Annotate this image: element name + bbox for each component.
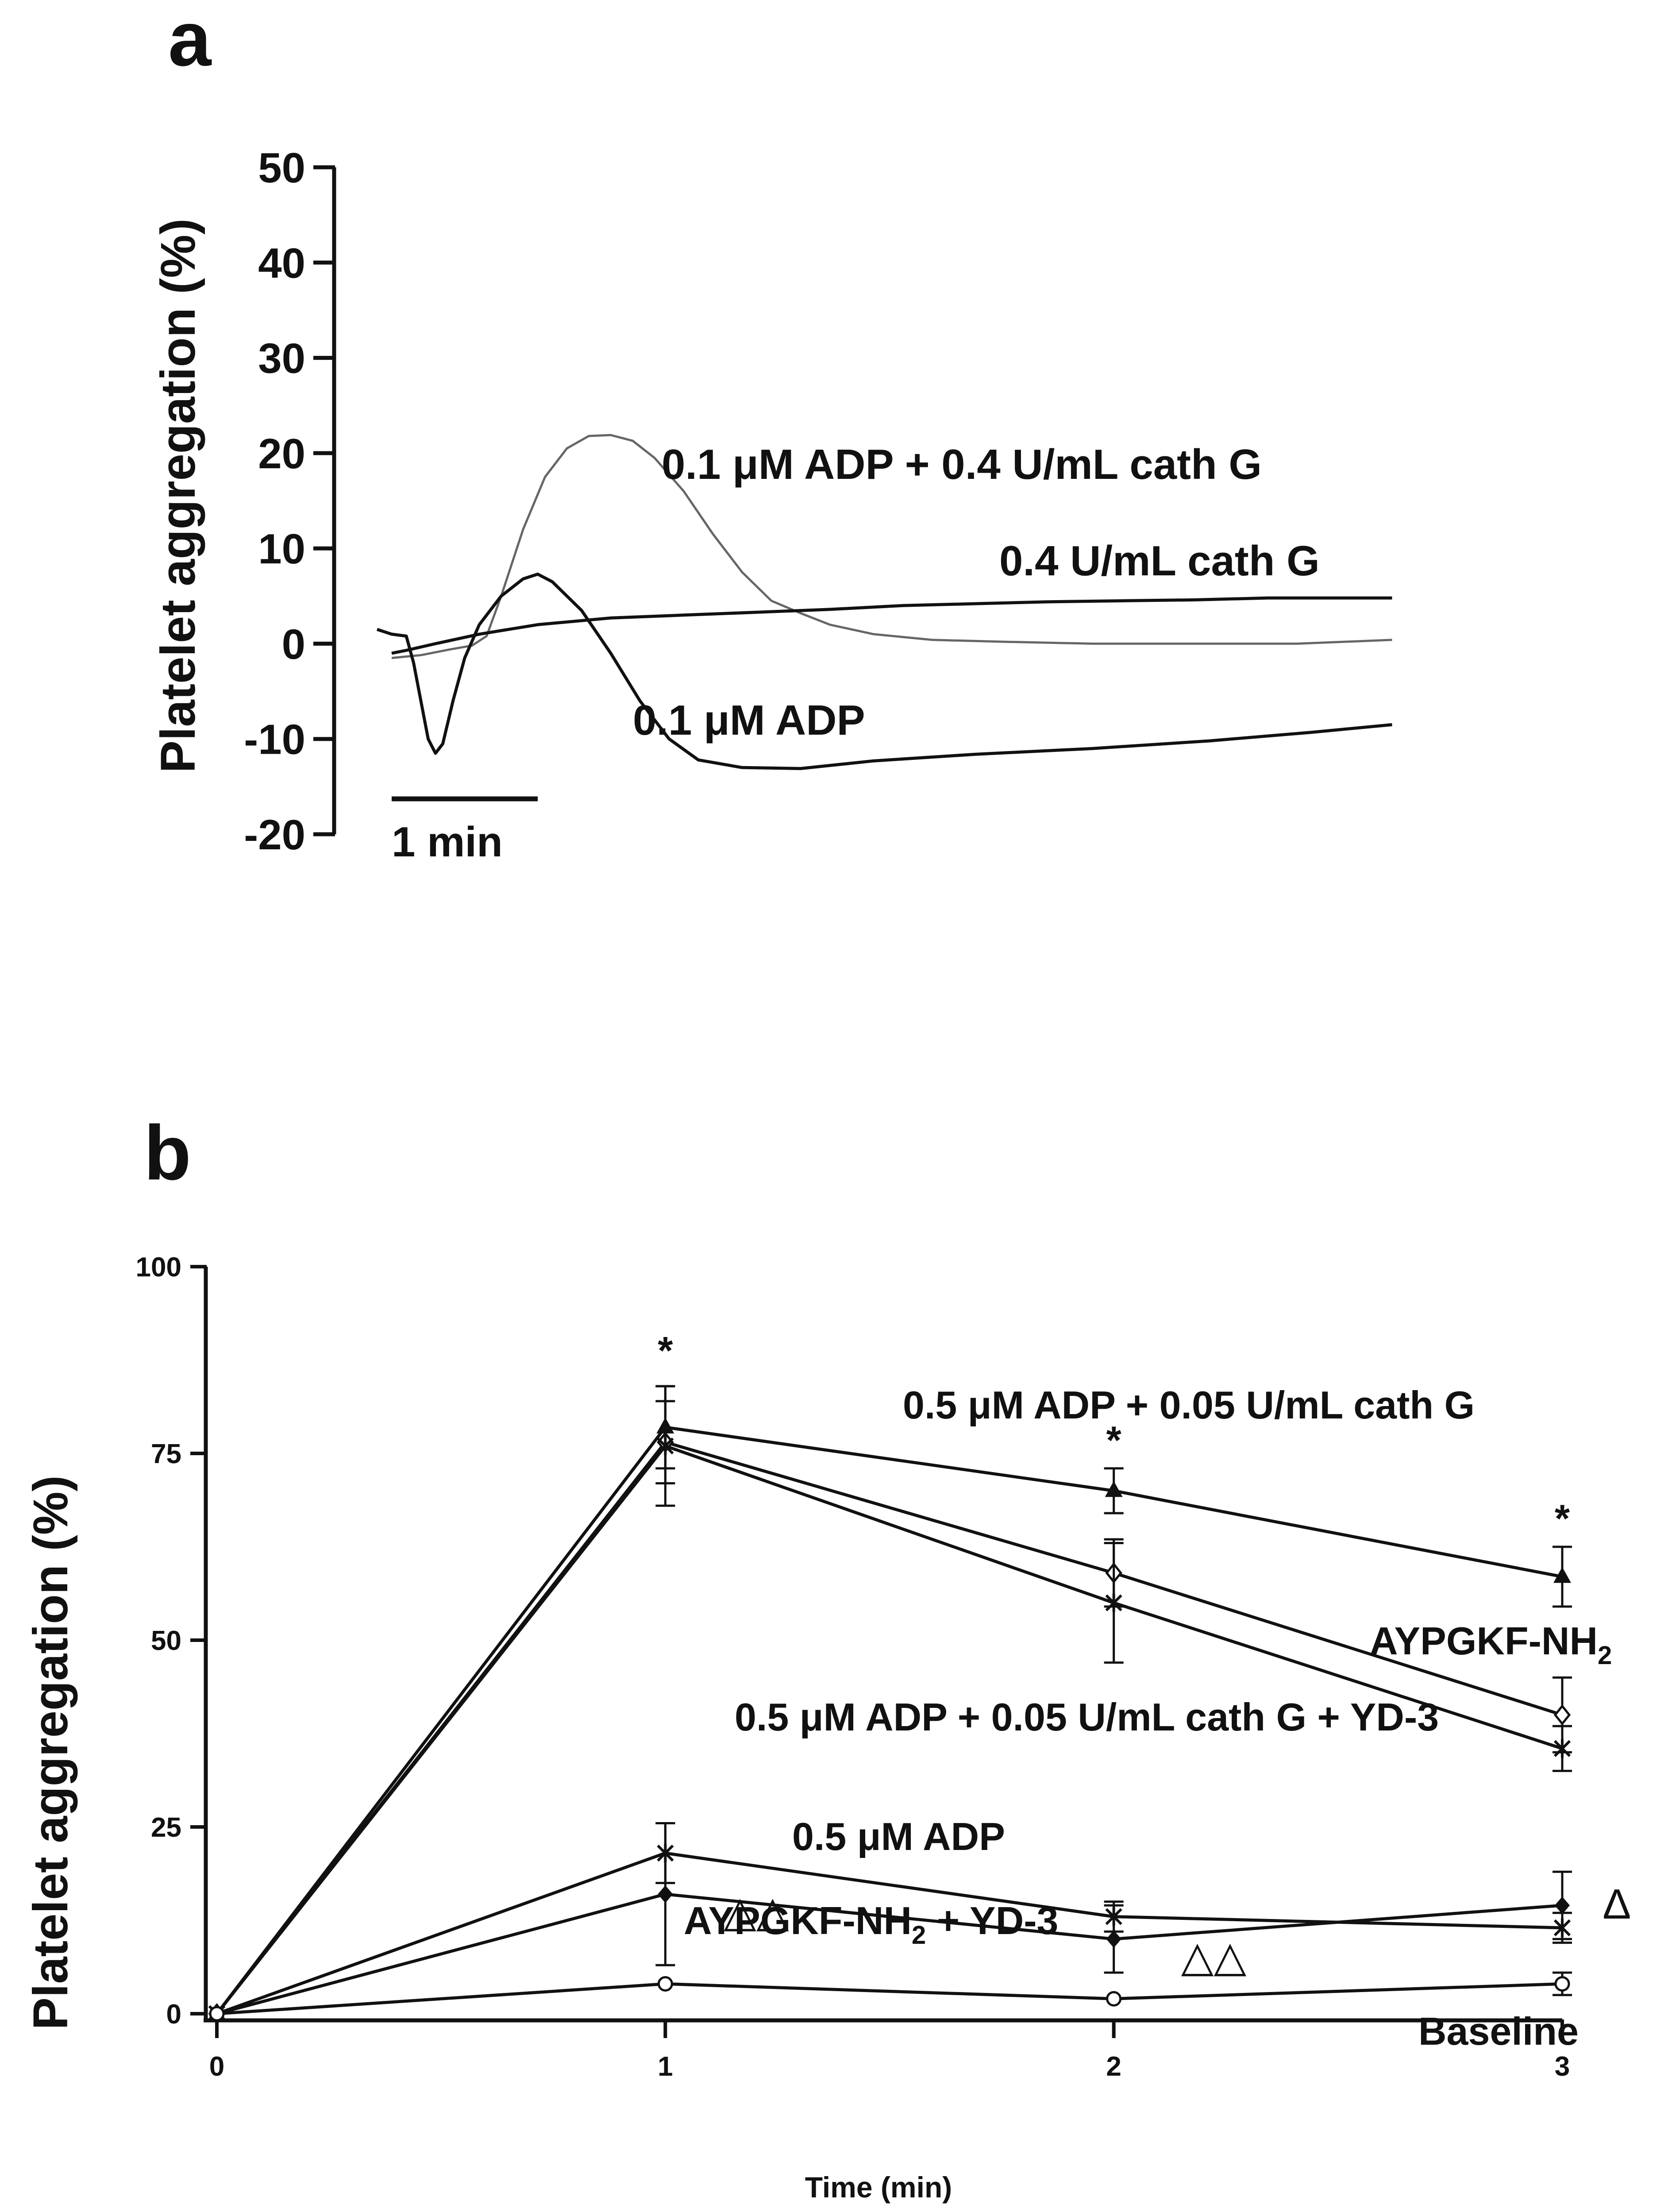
label-aypgkf-yd3-tail: + YD-3	[926, 1899, 1058, 1942]
label-aypgkf-sub: 2	[1598, 1641, 1612, 1670]
trace-cathg	[391, 596, 1392, 655]
label-baseline: Baseline	[1418, 2009, 1579, 2053]
significance-triangle: Δ	[1603, 1881, 1631, 1928]
label-aypgkf-yd3-main: AYPGKF-NH	[684, 1899, 912, 1942]
series-baseline	[209, 1971, 1572, 2022]
panel-a-traces	[376, 434, 1392, 770]
point-adp-cathg	[1553, 1567, 1571, 1583]
significance-star: *	[1555, 1496, 1570, 1540]
point-baseline	[209, 2006, 225, 2022]
label-adp-cathg: 0.5 μM ADP + 0.05 U/mL cath G	[903, 1383, 1475, 1427]
label-adp: 0.5 μM ADP	[792, 1815, 1005, 1858]
panel-a-y-tick-label: 20	[258, 430, 305, 478]
trace-adp	[376, 572, 1392, 770]
panel-b-annotations: * * * △△ △△ Δ	[658, 1328, 1631, 1980]
panel-b-ticks: 0 25 50 75 100 0 1 2 3	[136, 1252, 1570, 2082]
panel-b-x-tick-label: 0	[209, 2051, 224, 2082]
point-baseline	[1106, 1991, 1122, 2007]
panel-b-y-tick-label: 75	[151, 1439, 181, 1469]
point-aypgkf-yd3	[658, 1885, 673, 1903]
trace-label-adp: 0.1 μM ADP	[633, 697, 865, 744]
panel-b-y-tick-label: 50	[151, 1626, 181, 1656]
panel-a-y-tick-label: 10	[258, 525, 305, 573]
panel-b-y-tick-label: 100	[136, 1252, 181, 1283]
point-baseline	[1554, 1976, 1570, 1992]
panel-b-y-axis-label: Platelet aggregation (%)	[23, 1476, 78, 2030]
panel-a-y-axis-label: Platelet aggregation (%)	[151, 219, 205, 773]
series-line-adp-cathg	[216, 1426, 1563, 2015]
significance-triangle: △△	[1181, 1933, 1247, 1980]
label-aypgkf-yd3: AYPGKF-NH2 + YD-3	[684, 1899, 1059, 1950]
point-aypgkf	[1553, 1704, 1571, 1726]
panel-a-y-tick-label: 40	[258, 239, 305, 287]
panel-a-y-tick-label: 30	[258, 335, 305, 382]
significance-star: *	[658, 1328, 673, 1372]
panel-b-letter: b	[144, 1110, 191, 1196]
panel-b-x-tick-label: 3	[1555, 2051, 1570, 2082]
panel-b-y-tick-label: 25	[151, 1812, 181, 1843]
scale-bar-label: 1 min	[392, 818, 503, 866]
panel-a-y-tick-label: -10	[244, 716, 305, 763]
point-adp-cathg	[1105, 1481, 1123, 1497]
label-aypgkf-main: AYPGKF-NH	[1370, 1619, 1598, 1663]
trace-label-cathg: 0.4 U/mL cath G	[999, 537, 1320, 585]
point-aypgkf-yd3	[1555, 1896, 1570, 1915]
panel-a-y-ticks: 50 40 30 20 10 0 -10 -20	[244, 144, 335, 859]
panel-a-y-tick-label: 0	[282, 620, 305, 668]
panel-b-x-tick-label: 2	[1106, 2051, 1121, 2082]
label-aypgkf: AYPGKF-NH2	[1370, 1619, 1612, 1670]
panel-a-y-tick-label: -20	[244, 811, 305, 859]
significance-triangle: △△	[724, 1888, 789, 1935]
series-line-adp-cathg-yd3	[216, 1444, 1563, 2015]
panel-b: b Platelet aggregation (%) Time (min) 0 2…	[23, 1110, 1631, 2204]
panel-b-series	[208, 1385, 1572, 2025]
panel-a-y-tick-label: 50	[258, 144, 305, 192]
label-aypgkf-yd3-sub: 2	[912, 1921, 926, 1950]
point-adp-cathg-yd3	[1553, 1739, 1571, 1758]
panel-b-y-tick-label: 0	[166, 1999, 181, 2030]
label-adp-cathg-yd3: 0.5 μM ADP + 0.05 U/mL cath G + YD-3	[735, 1695, 1439, 1739]
panel-a: a Platelet aggregation (%) 50 40 30 20 10 0 -1…	[151, 0, 1392, 866]
panel-b-x-tick-label: 1	[658, 2051, 673, 2082]
series-line-baseline	[216, 1982, 1563, 2015]
panel-b-x-axis-label: Time (min)	[805, 2171, 952, 2204]
trace-adp-cathg	[391, 434, 1392, 659]
point-baseline	[657, 1976, 673, 1992]
point-adp-cathg-yd3	[657, 1437, 674, 1456]
point-adp-cathg-yd3	[1105, 1593, 1122, 1612]
panel-a-letter: a	[168, 0, 212, 82]
point-aypgkf-yd3	[1106, 1930, 1121, 1948]
series-line-aypgkf-yd3	[216, 1892, 1563, 2015]
significance-star: *	[1106, 1418, 1122, 1462]
trace-label-adp-cathg: 0.1 μM ADP + 0.4 U/mL cath G	[662, 441, 1262, 488]
